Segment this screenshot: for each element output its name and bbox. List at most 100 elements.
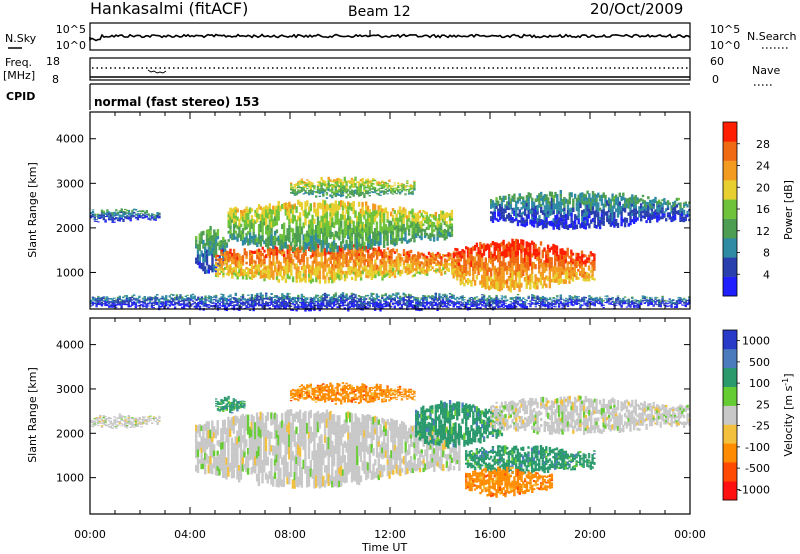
- heatmap-cell: [641, 210, 645, 214]
- heatmap-cell: [484, 257, 487, 264]
- heatmap-cell: [686, 204, 689, 208]
- heatmap-cell: [95, 213, 98, 215]
- heatmap-cell: [547, 200, 550, 205]
- heatmap-cell: [613, 202, 616, 206]
- heatmap-cell: [295, 263, 298, 268]
- heatmap-cell: [297, 215, 300, 221]
- beam-title: Beam 12: [348, 4, 411, 20]
- heatmap-cell: [329, 296, 332, 299]
- heatmap-cell: [587, 260, 591, 263]
- heatmap-cell: [204, 295, 207, 297]
- heatmap-cell: [350, 245, 354, 250]
- heatmap-cell: [397, 187, 400, 188]
- heatmap-cell: [372, 188, 375, 190]
- heatmap-cell: [386, 273, 390, 276]
- heatmap-cell: [186, 305, 189, 307]
- heatmap-cell: [411, 192, 414, 194]
- heatmap-cell: [340, 194, 343, 198]
- heatmap-cell: [347, 270, 350, 275]
- heatmap-cell: [182, 305, 186, 308]
- heatmap-cell: [666, 207, 670, 210]
- heatmap-cell: [463, 266, 466, 270]
- heatmap-cell: [417, 259, 420, 262]
- heatmap-cell: [229, 302, 232, 304]
- heatmap-cell: [356, 304, 359, 307]
- heatmap-cell: [341, 186, 345, 189]
- heatmap-cell: [227, 211, 230, 215]
- heatmap-cell: [384, 192, 387, 194]
- heatmap-cell: [297, 231, 300, 237]
- heatmap-cell: [213, 295, 216, 297]
- heatmap-cell: [291, 214, 295, 219]
- heatmap-cell: [298, 186, 302, 189]
- heatmap-cell: [282, 306, 286, 309]
- heatmap-cell: [402, 217, 405, 221]
- heatmap-cell: [645, 204, 648, 208]
- heatmap-cell: [443, 217, 446, 222]
- heatmap-cell: [195, 305, 198, 307]
- heatmap-cell: [341, 185, 345, 187]
- heatmap-cell: [227, 267, 230, 271]
- heatmap-cell: [248, 297, 252, 299]
- heatmap-cell: [91, 210, 95, 212]
- heatmap-cell: [375, 229, 379, 233]
- heatmap-cell: [206, 297, 209, 299]
- heatmap-cell: [445, 224, 448, 228]
- heatmap-cell: [331, 190, 334, 192]
- heatmap-cell: [527, 256, 530, 262]
- heatmap-cell: [323, 200, 327, 205]
- heatmap-cell: [379, 238, 382, 246]
- heatmap-cell: [295, 191, 298, 193]
- heatmap-cell: [116, 301, 120, 303]
- heatmap-cell: [513, 196, 516, 200]
- heatmap-cell: [91, 303, 95, 305]
- heatmap-cell: [104, 221, 107, 223]
- heatmap-cell: [365, 274, 368, 278]
- heatmap-cell: [382, 186, 386, 189]
- heatmap-cell: [393, 294, 396, 296]
- heatmap-cell: [481, 266, 484, 271]
- heatmap-cell: [357, 232, 361, 237]
- heatmap-cell: [438, 227, 441, 231]
- heatmap-cell: [447, 252, 450, 255]
- heatmap-cell: [90, 303, 93, 305]
- heatmap-cell: [291, 189, 295, 191]
- heatmap-cell: [286, 207, 289, 212]
- heatmap-cell: [561, 259, 564, 264]
- heatmap-cell: [143, 214, 147, 216]
- heatmap-cell: [486, 275, 489, 283]
- heatmap-cell: [532, 214, 536, 218]
- heatmap-cell: [552, 225, 555, 230]
- heatmap-cell: [463, 269, 466, 274]
- heatmap-cell: [279, 306, 282, 308]
- heatmap-cell: [307, 206, 311, 211]
- heatmap-cell: [252, 271, 255, 275]
- heatmap-cell: [323, 218, 327, 223]
- heatmap-cell: [297, 259, 300, 263]
- heatmap-cell: [507, 285, 511, 291]
- heatmap-cell: [293, 251, 297, 258]
- heatmap-cell: [400, 189, 404, 191]
- heatmap-cell: [409, 220, 412, 225]
- heatmap-cell: [306, 301, 309, 303]
- heatmap-cell: [90, 305, 93, 307]
- heatmap-cell: [370, 252, 373, 257]
- heatmap-cell: [352, 227, 355, 234]
- heatmap-cell: [352, 262, 356, 266]
- heatmap-cell: [416, 309, 420, 311]
- heatmap-cell: [313, 207, 316, 214]
- heatmap-cell: [518, 198, 521, 202]
- heatmap-cell: [107, 214, 111, 216]
- heatmap-cell: [527, 280, 530, 285]
- heatmap-cell: [611, 221, 614, 226]
- heatmap-cell: [240, 298, 243, 300]
- heatmap-cell: [334, 206, 337, 213]
- heatmap-cell: [395, 193, 398, 195]
- heatmap-cell: [316, 302, 320, 305]
- heatmap-cell: [582, 267, 585, 271]
- heatmap-cell: [404, 190, 407, 192]
- heatmap-cell: [306, 305, 309, 308]
- heatmap-cell: [341, 189, 345, 192]
- heatmap-cell: [509, 201, 512, 204]
- heatmap-cell: [293, 191, 296, 193]
